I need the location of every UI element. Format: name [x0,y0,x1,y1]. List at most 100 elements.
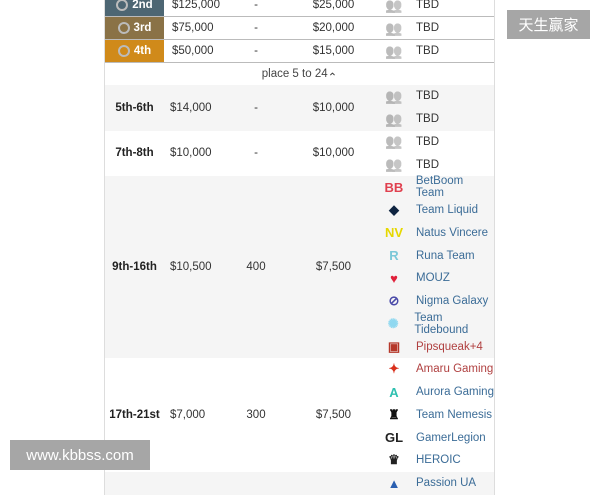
placement-row-3rd: 3rd $75,000 - $20,000 👥 TBD [105,17,494,40]
medal-icon [117,22,130,34]
qualifier-cell: $10,000 [312,147,355,160]
placement-group-row: 17th-21st $7,000 300 $7,500 ✦ Amaru Gaming A Au… [105,358,494,472]
place-cell: 5th-6th [115,101,154,114]
qualifier-cell: $15,000 [312,45,355,57]
qualifier-cell: $7,500 [315,261,352,273]
team-entry[interactable]: GL GamerLegion [381,426,494,449]
team-name[interactable]: Amaru Gaming [416,363,494,376]
team-name[interactable]: Team Nemesis [416,408,493,421]
chevron-up-icon: ⌃ [327,72,338,84]
team-entry[interactable]: ♛ HEROIC [381,449,494,472]
team-name[interactable]: Aurora Gaming [416,386,494,399]
team-placeholder-icon: 👥 [385,0,403,13]
team-name[interactable]: Pipsqueak+4 [416,340,483,353]
points-cell: - [254,147,258,160]
navi-icon: NV [384,225,404,241]
watermark-top: 天生赢家 [507,10,590,39]
place-cell: 17th-21st [109,408,160,421]
qualifier-cell: $7,500 [315,408,352,421]
points-cell: 300 [246,408,266,421]
team-name[interactable]: HEROIC [416,454,461,467]
prize-cell: $7,000 [170,408,206,421]
team-name[interactable]: Runa Team [416,249,475,262]
amaru-icon: ✦ [388,361,400,377]
team-name: TBD [416,22,439,34]
team-entry[interactable]: ♥ MOUZ [381,267,494,290]
teams-cell: ✦ Amaru Gaming A Aurora Gaming ♜ Team Nemesis… [381,358,494,472]
place-label: 2nd [132,0,153,11]
team-entry[interactable]: ♜ Team Nemesis [381,404,494,427]
points-cell: - [254,22,258,34]
team-placeholder-icon: 👥 [385,19,403,36]
team-name[interactable]: Nigma Galaxy [416,295,489,308]
team-name[interactable]: MOUZ [416,272,450,285]
liquid-icon: ◆ [389,202,399,218]
team-entry[interactable]: 👥 TBD [381,17,494,40]
team-entry[interactable]: 👥 TBD [381,0,494,16]
heroic-icon: ♛ [388,452,400,468]
team-name[interactable]: BetBoom Team [415,175,464,200]
placement-group-row: ▲ Passion UA [105,471,494,495]
prize-cell: $14,000 [170,101,212,114]
qualifier-cell: $25,000 [312,0,355,11]
team-entry[interactable]: NV Natus Vincere [381,222,494,245]
team-name: TBD [416,0,439,11]
team-entry[interactable]: 👥 TBD [381,85,494,108]
team-entry[interactable]: 👥 TBD [381,108,494,131]
points-cell: - [254,0,258,11]
team-entry[interactable]: BB BetBoom Team [381,175,494,200]
team-entry[interactable]: 👥 TBD [381,40,494,63]
place-label: 3rd [133,22,152,34]
teams-cell: 👥 TBD [381,40,494,63]
passion-icon: ▲ [387,475,401,491]
team-entry[interactable]: 👥 TBD [381,131,494,154]
teams-cell: 👥 TBD [381,0,494,16]
teams-cell: 👥 TBD 👥 TBD [381,131,494,177]
place-cell: 2nd [105,0,164,16]
teams-cell: BB BetBoom Team ◆ Team Liquid NV Natus Vincer… [381,175,494,358]
team-name[interactable]: Natus Vincere [416,226,489,239]
gamerlegion-icon: GL [384,430,404,446]
toggle-label: place 5 to 24 [261,68,328,80]
team-entry[interactable]: ▣ Pipsqueak+4 [381,335,494,358]
expand-toggle[interactable]: place 5 to 24 ⌃ [105,63,494,85]
placement-group-row: 5th-6th $14,000 - $10,000 👥 TBD 👥 TBD [105,85,494,131]
team-entry[interactable]: ✺ Team Tidebound [381,311,494,336]
team-name[interactable]: Team Liquid [416,204,479,217]
team-name[interactable]: Team Tidebound [414,311,469,336]
team-name: TBD [416,45,439,57]
team-entry[interactable]: R Runa Team [381,244,494,267]
team-entry[interactable]: A Aurora Gaming [381,381,494,404]
team-placeholder-icon: 👥 [385,133,403,150]
team-name[interactable]: GamerLegion [416,431,486,444]
prize-cell: $75,000 [172,22,214,34]
team-entry[interactable]: ⊘ Nigma Galaxy [381,290,494,313]
team-entry[interactable]: ▲ Passion UA [381,472,494,495]
medal-icon [116,0,129,11]
team-entry[interactable]: 👥 TBD [381,153,494,176]
prize-cell: $125,000 [172,0,220,11]
aurora-icon: A [389,384,399,400]
team-name: TBD [416,135,439,148]
team-placeholder-icon: 👥 [385,42,403,59]
team-entry[interactable]: ✦ Amaru Gaming [381,358,494,381]
watermark-bottom: www.kbbss.com [10,440,150,470]
prize-cell: $10,500 [170,261,212,273]
place-cell: 7th-8th [115,147,154,160]
points-cell: - [254,101,258,114]
points-cell: 400 [246,261,266,273]
placement-group-row: 7th-8th $10,000 - $10,000 👥 TBD 👥 TBD [105,130,494,177]
prize-cell: $50,000 [172,45,214,57]
tidebound-icon: ✺ [387,315,399,331]
teams-cell: ▲ Passion UA [381,472,494,495]
placement-row-2nd: 2nd $125,000 - $25,000 👥 TBD [105,0,494,17]
teams-cell: 👥 TBD 👥 TBD [381,85,494,131]
qualifier-cell: $10,000 [312,101,355,114]
team-name: TBD [416,158,439,171]
team-entry[interactable]: ◆ Team Liquid [381,199,494,222]
betboom-icon: BB [384,179,404,195]
team-name: TBD [416,113,439,126]
nemesis-icon: ♜ [388,406,400,422]
prize-cell: $10,000 [170,147,212,160]
team-name[interactable]: Passion UA [416,477,477,490]
